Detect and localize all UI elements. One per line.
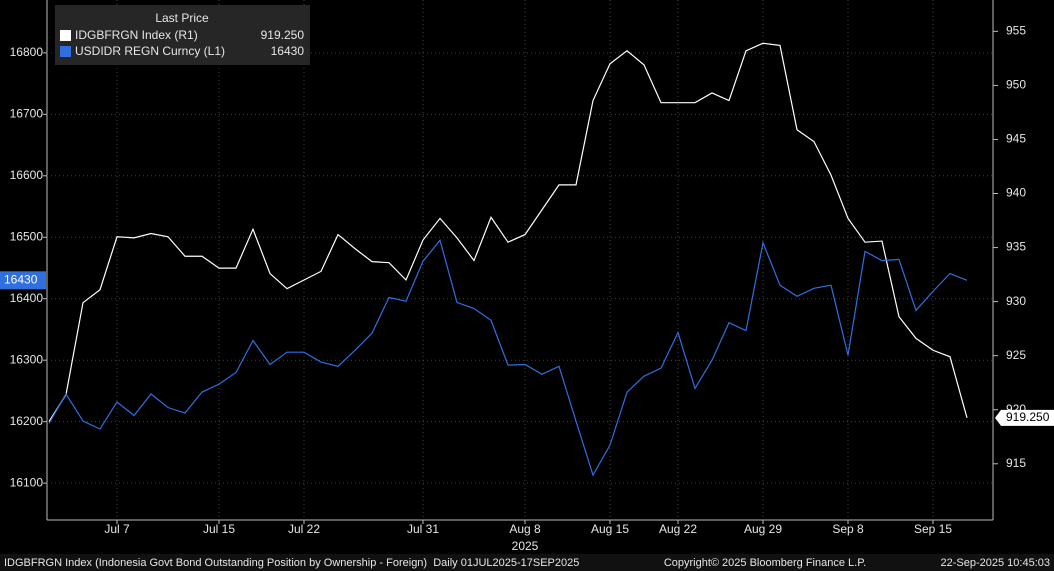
footer-copyright: Copyright© 2025 Bloomberg Finance L.P.	[664, 557, 866, 569]
x-tick-label: Jul 31	[407, 522, 439, 536]
y-tick-label: 16200	[10, 414, 44, 428]
legend-swatch	[60, 30, 71, 41]
footer-bar	[0, 554, 1054, 571]
x-tick-label: Aug 22	[659, 522, 697, 536]
y-tick-label: 16800	[10, 45, 44, 59]
legend-title: Last Price	[155, 11, 209, 25]
y-tick-label: 16100	[10, 475, 44, 489]
x-tick-label: Sep 15	[914, 522, 952, 536]
last-value-label: 919.250	[1006, 410, 1050, 424]
last-value-label: 16430	[4, 272, 38, 286]
x-year-label: 2025	[512, 539, 539, 553]
line-series	[48, 42, 968, 422]
y-tick-label: 16300	[10, 352, 44, 366]
y-tick-label: 16500	[10, 229, 44, 243]
x-tick-label: Aug 8	[509, 522, 541, 536]
last-value-tag	[995, 409, 1054, 426]
legend-label: USDIDR REGN Curncy (L1)	[75, 44, 225, 58]
x-tick-label: Sep 8	[832, 522, 864, 536]
legend-label: IDGBFRGN Index (R1)	[75, 28, 198, 42]
y-tick-label: 16600	[10, 168, 44, 182]
y2-tick-label: 935	[1006, 240, 1026, 254]
footer-timestamp: 22-Sep-2025 10:45:03	[941, 557, 1050, 569]
line-series	[48, 239, 968, 477]
y-tick-label: 16700	[10, 106, 44, 120]
y2-tick-label: 940	[1006, 186, 1026, 200]
legend-value: 16430	[271, 44, 305, 58]
x-tick-label: Aug 29	[744, 522, 782, 536]
last-value-tag	[0, 271, 46, 290]
y-tick-label: 16400	[10, 291, 44, 305]
legend-swatch	[60, 46, 71, 57]
y2-tick-label: 950	[1006, 78, 1026, 92]
footer-source: IDGBFRGN Index (Indonesia Govt Bond Outs…	[4, 557, 579, 569]
y2-tick-label: 915	[1006, 456, 1026, 470]
y2-tick-label: 930	[1006, 294, 1026, 308]
y2-tick-label: 955	[1006, 24, 1026, 38]
x-tick-label: Jul 22	[288, 522, 320, 536]
y2-tick-label: 925	[1006, 348, 1026, 362]
x-tick-label: Aug 15	[591, 522, 629, 536]
y2-tick-label: 945	[1006, 132, 1026, 146]
x-tick-label: Jul 7	[104, 522, 130, 536]
legend-value: 919.250	[261, 28, 305, 42]
plot-area	[47, 0, 993, 520]
legend-box	[55, 5, 310, 65]
x-tick-label: Jul 15	[203, 522, 235, 536]
